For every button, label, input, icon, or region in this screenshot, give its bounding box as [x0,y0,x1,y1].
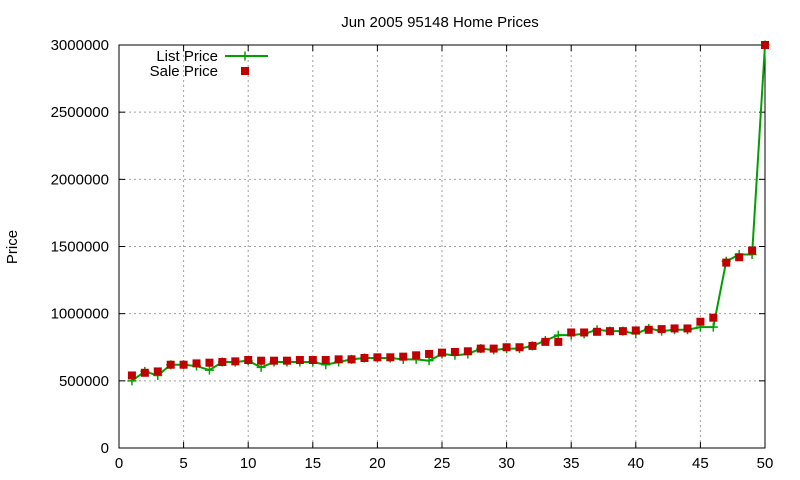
y-tick-label: 2000000 [51,171,109,188]
sale-price-point [696,317,705,326]
axis-ticks: 0 5 10 15 20 25 30 35 40 45 50 0 500000 1000000 150000… [51,37,774,472]
x-tick-label: 45 [692,455,709,472]
sale-price-point [140,368,149,377]
list-price-point [204,365,214,375]
sale-price-point [373,353,382,362]
legend-list-price-label: List Price [156,48,218,65]
sale-price-point [308,356,317,365]
sale-price-point [218,358,227,367]
x-tick-label: 0 [115,455,123,472]
sale-price-point [683,324,692,333]
sale-price-point [412,351,421,360]
grid-lines [119,45,765,448]
sale-price-point [347,355,356,364]
sale-price-point [554,337,563,346]
sale-price-point [528,341,537,350]
sale-price-point [670,324,679,333]
sale-price-point [515,343,524,352]
sale-price-point [541,337,550,346]
sale-price-point [179,360,188,369]
sale-price-point [567,328,576,337]
y-tick-label: 500000 [59,373,109,390]
sale-price-point [321,356,330,365]
sale-price-point [593,327,602,336]
legend-list-price-marker [240,51,250,61]
sale-price-point [748,246,757,255]
chart-title: Jun 2005 95148 Home Prices [341,14,539,31]
sale-price-point [244,356,253,365]
legend-sale-price-marker [241,67,249,75]
x-tick-label: 50 [757,455,774,472]
sale-price-point [761,41,769,49]
sale-price-point [386,353,395,362]
sale-price-point [425,349,434,358]
legend-sale-price-label: Sale Price [150,63,218,80]
sale-price-point [153,367,162,376]
sale-price-point [644,325,653,334]
sale-price-point [127,371,136,380]
x-tick-label: 10 [240,455,257,472]
x-tick-label: 5 [179,455,187,472]
sale-price-point [605,327,614,336]
plot-frame [118,44,766,449]
sale-price-point [735,253,744,262]
sale-price-point [257,356,266,365]
y-tick-label: 1000000 [51,306,109,323]
sale-price-point [502,343,511,352]
sale-price-point [270,356,279,365]
y-tick-label: 1500000 [51,239,109,256]
x-tick-label: 15 [304,455,321,472]
list-price-point [708,322,718,332]
x-tick-label: 40 [627,455,644,472]
sale-price-point [618,327,627,336]
sale-price-series [127,41,769,380]
y-tick-label: 3000000 [51,37,109,54]
sale-price-point [476,344,485,353]
sale-price-point [399,352,408,361]
sale-price-point [722,258,731,267]
sale-price-point [489,344,498,353]
sale-price-point [166,360,175,369]
x-tick-label: 30 [498,455,515,472]
sale-price-point [360,353,369,362]
sale-price-point [463,347,472,356]
y-axis-label: Price [4,230,21,264]
y-tick-label: 2500000 [51,104,109,121]
y-tick-label: 0 [101,440,109,457]
list-price-line [131,44,766,382]
sale-price-point [631,326,640,335]
x-tick-label: 25 [434,455,451,472]
sale-price-point [580,328,589,337]
sale-price-point [192,359,201,368]
sale-price-point [709,313,718,322]
legend: List Price Sale Price [150,48,268,80]
sale-price-point [295,356,304,365]
sale-price-point [450,347,459,356]
list-price-series [127,40,770,386]
sale-price-point [334,355,343,364]
sale-price-point [657,325,666,334]
sale-price-point [282,356,291,365]
sale-price-point [205,358,214,367]
x-tick-label: 20 [369,455,386,472]
sale-price-point [231,357,240,366]
x-tick-label: 35 [563,455,580,472]
sale-price-point [438,348,446,357]
